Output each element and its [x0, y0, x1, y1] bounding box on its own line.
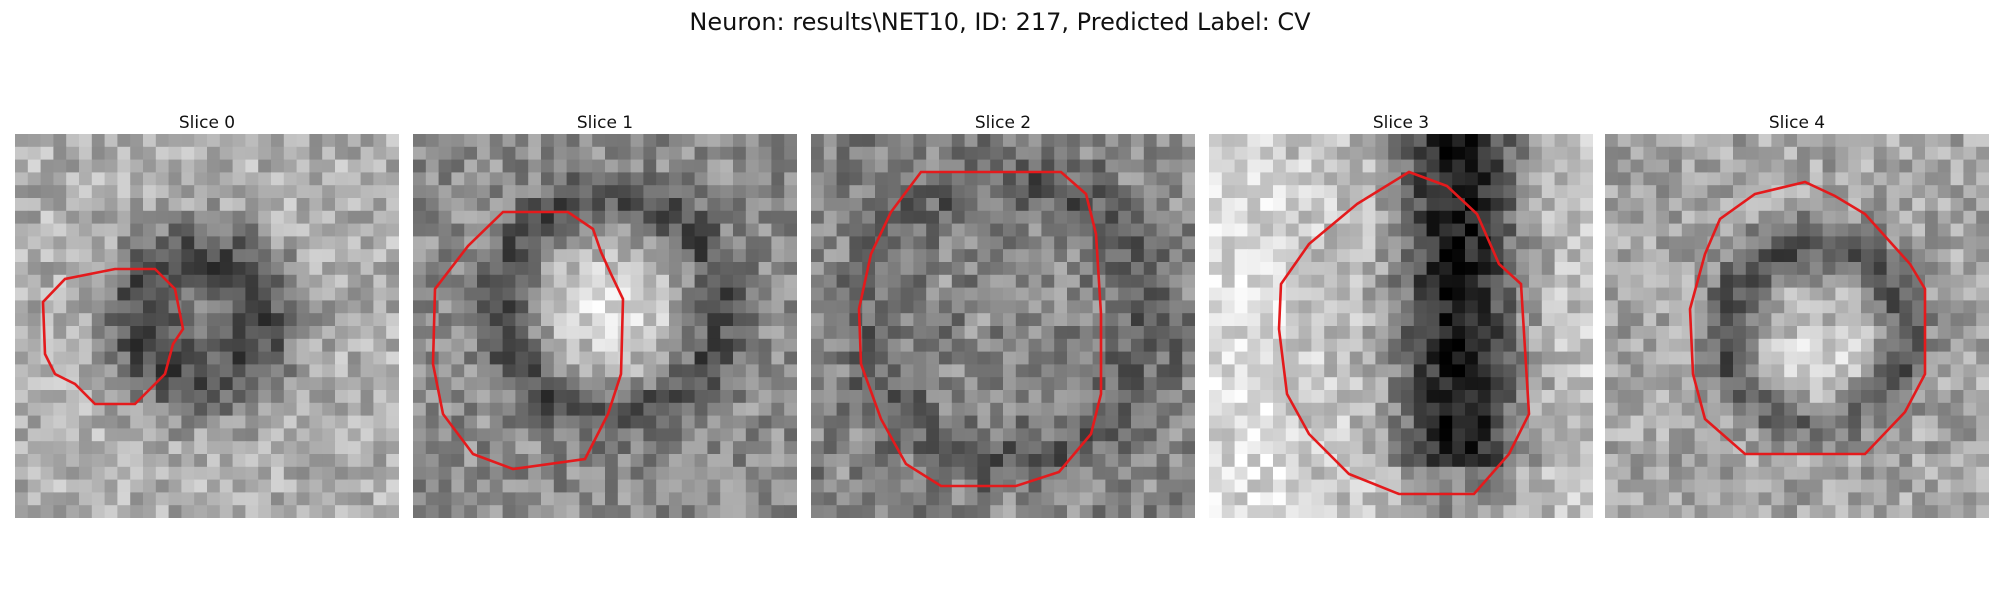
slice-title-4: Slice 4: [1768, 113, 1826, 133]
contour-outline-3: [1277, 170, 1531, 496]
slice-image-3: [1209, 134, 1593, 518]
contour-outline-0: [41, 267, 185, 406]
contour-outline-2: [857, 170, 1103, 488]
slice-panel-1: Slice 1: [413, 110, 797, 518]
slice-title-3: Slice 3: [1372, 113, 1430, 133]
slice-title-0: Slice 0: [178, 113, 236, 133]
slice-image-1: [413, 134, 797, 518]
slice-image-0: [15, 134, 399, 518]
slice-panel-2: Slice 2: [811, 110, 1195, 518]
slice-title-2: Slice 2: [974, 113, 1032, 133]
slice-image-2: [811, 134, 1195, 518]
slice-image-4: [1605, 134, 1989, 518]
slice-panel-3: Slice 3: [1209, 110, 1593, 518]
contour-outline-1: [431, 210, 625, 471]
slice-panel-0: Slice 0: [15, 110, 399, 518]
contour-outline-4: [1688, 180, 1927, 456]
slice-panel-4: Slice 4: [1605, 110, 1989, 518]
slice-title-1: Slice 1: [576, 113, 634, 133]
figure-title: Neuron: results\NET10, ID: 217, Predicte…: [689, 8, 1311, 36]
